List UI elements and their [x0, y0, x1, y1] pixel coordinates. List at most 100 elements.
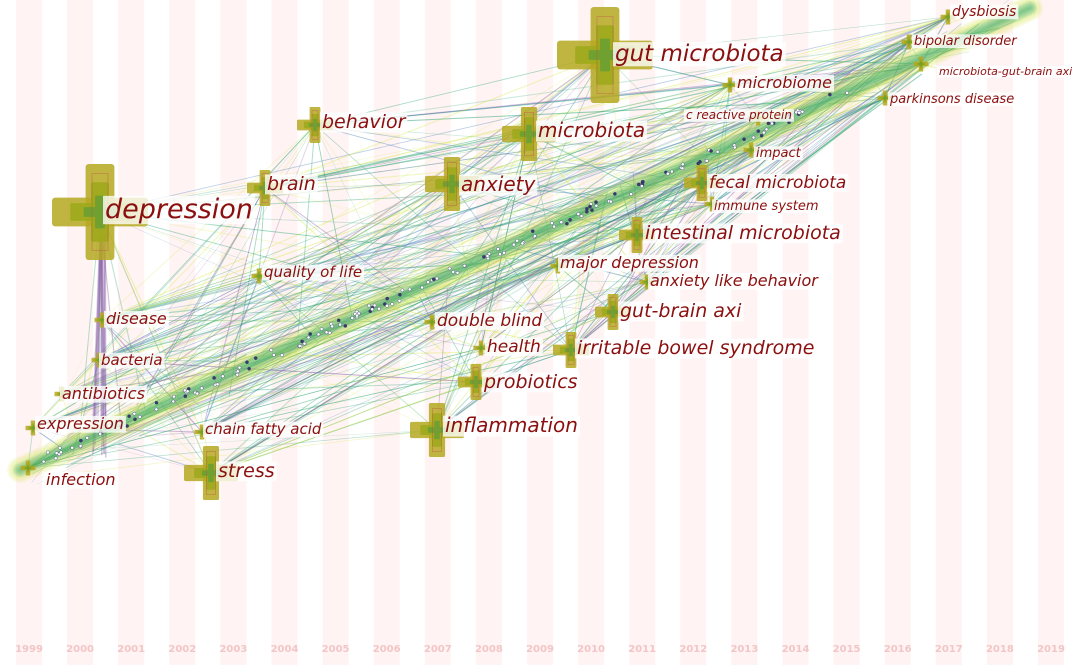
minor-node — [742, 137, 746, 141]
co-occurrence-link — [641, 16, 949, 180]
minor-node — [709, 149, 713, 153]
co-occurrence-link — [27, 347, 482, 469]
year-label: 2000 — [66, 644, 94, 655]
minor-node — [272, 353, 276, 357]
year-stripe — [475, 0, 502, 665]
keyword-label-antibiotics: antibiotics — [60, 384, 147, 403]
co-occurrence-link — [210, 97, 886, 474]
co-occurrence-link — [101, 319, 203, 433]
minor-node — [336, 318, 341, 323]
co-occurrence-link — [31, 187, 266, 483]
co-occurrence-link — [61, 124, 316, 395]
microbiota-gut-brain-axi-label: microbiota-gut-brain axi — [939, 65, 1072, 78]
co-occurrence-link — [201, 265, 559, 433]
microbiota-node-core — [519, 124, 539, 144]
co-occurrence-link — [258, 275, 614, 313]
co-occurrence-link — [258, 275, 572, 351]
co-occurrence-link — [31, 117, 759, 475]
co-occurrence-link — [61, 173, 695, 395]
co-occurrence-link — [210, 16, 949, 474]
co-occurrence-link — [750, 97, 834, 151]
immune-system-label: immune system — [714, 199, 819, 214]
label-backdrop — [435, 312, 545, 330]
minor-node — [613, 192, 617, 196]
label-backdrop — [485, 338, 543, 356]
minor-node — [530, 229, 535, 233]
band-stroke — [8, 0, 1042, 482]
co-occurrence-link — [104, 234, 107, 439]
co-occurrence-link — [480, 274, 491, 349]
co-occurrence-link — [431, 117, 759, 323]
co-occurrence-link — [27, 275, 260, 469]
co-occurrence-link — [27, 429, 438, 469]
minor-node — [800, 109, 805, 114]
label-backdrop — [558, 254, 701, 272]
parkinsons-disease-label: parkinsons disease — [889, 92, 1014, 107]
co-occurrence-link — [258, 275, 438, 431]
anxiety-node-core — [442, 174, 462, 194]
keyword-label-c-reactive-protein: c reactive protein — [684, 108, 794, 122]
minor-node — [297, 344, 302, 348]
infection-label: infection — [46, 470, 116, 489]
minor-node — [496, 247, 500, 251]
co-occurrence-link — [827, 97, 886, 105]
co-occurrence-link — [99, 211, 212, 474]
co-occurrence-link — [201, 187, 266, 433]
minor-node — [385, 296, 390, 301]
impact-label: impact — [756, 146, 802, 161]
co-occurrence-link — [101, 319, 212, 474]
co-occurrence-link — [136, 187, 266, 406]
co-occurrence-link — [156, 281, 648, 412]
year-label: 2017 — [935, 644, 963, 655]
co-occurrence-link — [504, 63, 922, 256]
co-occurrence-link — [636, 95, 827, 236]
co-occurrence-link — [101, 183, 453, 321]
co-occurrence-link — [264, 117, 759, 189]
co-occurrence-link — [65, 16, 949, 469]
co-occurrence-link — [557, 108, 785, 267]
co-occurrence-link — [27, 354, 247, 469]
band-stroke — [7, 0, 1043, 483]
label-backdrop — [888, 92, 1017, 106]
minor-node — [756, 129, 761, 133]
quality-of-life-node-core — [256, 273, 262, 279]
co-occurrence-link — [61, 305, 356, 395]
co-occurrence-link — [32, 35, 934, 429]
co-occurrence-link — [201, 311, 614, 433]
anxiety-like-behavior-label: anxiety like behavior — [650, 271, 819, 290]
year-label: 2007 — [424, 644, 452, 655]
minor-node — [485, 254, 490, 258]
co-occurrence-link — [272, 348, 477, 383]
anxiety-node-ring — [447, 161, 457, 206]
minor-node — [576, 212, 581, 216]
co-occurrence-link — [101, 153, 733, 321]
year-stripe — [884, 0, 911, 665]
microbiome-label: microbiome — [737, 73, 832, 92]
irritable-bowel-syndrome-label: irritable bowel syndrome — [577, 337, 814, 359]
co-occurrence-link — [431, 55, 934, 323]
co-occurrence-link — [210, 311, 614, 474]
minor-node — [512, 242, 516, 247]
co-occurrence-link — [210, 311, 614, 474]
band-stroke — [11, 0, 1039, 479]
co-occurrence-link — [57, 63, 922, 467]
co-occurrence-link — [521, 234, 638, 242]
minor-node — [367, 303, 371, 308]
co-occurrence-link — [101, 163, 730, 321]
minor-node — [302, 341, 307, 346]
minor-node — [502, 250, 506, 255]
co-occurrence-link — [27, 84, 731, 469]
minor-node — [498, 252, 502, 256]
label-backdrop — [99, 352, 165, 369]
co-occurrence-link — [234, 149, 752, 379]
minor-node — [828, 92, 832, 97]
co-occurrence-link — [436, 245, 513, 431]
co-occurrence-link — [101, 27, 1000, 321]
label-backdrop — [618, 301, 744, 322]
minor-node — [171, 399, 176, 404]
minor-node — [85, 436, 89, 440]
co-occurrence-link — [554, 41, 910, 215]
major-depression-label: major depression — [560, 253, 699, 272]
co-occurrence-link — [258, 133, 530, 277]
minor-node — [397, 298, 402, 303]
